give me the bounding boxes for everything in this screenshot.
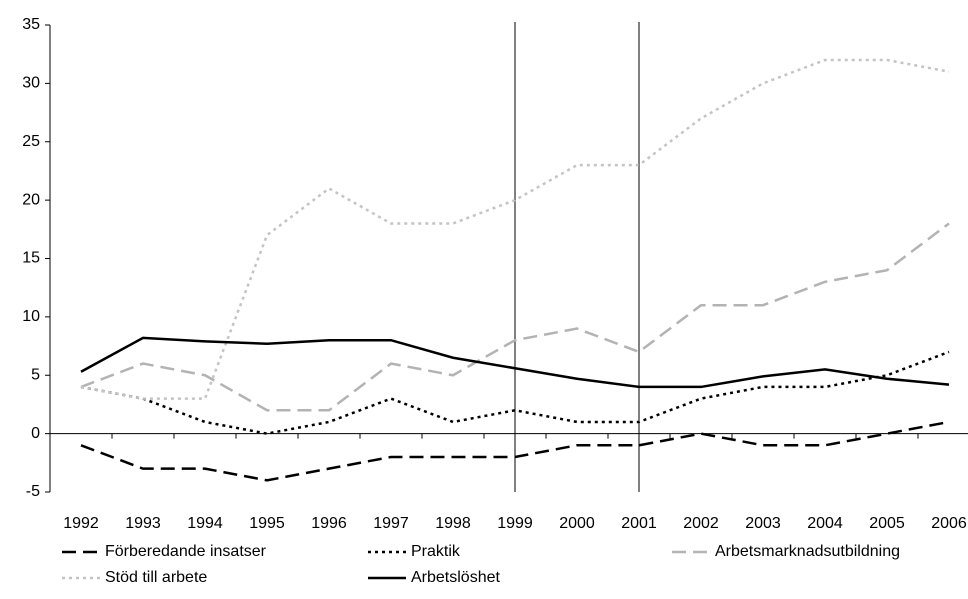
- x-tick-label: 2000: [559, 515, 595, 532]
- x-tick-label: 1996: [311, 515, 347, 532]
- x-tick-label: 1995: [249, 515, 285, 532]
- x-tick-label: 1994: [187, 515, 223, 532]
- series-line: [80, 336, 950, 389]
- y-tick-label: 25: [22, 133, 40, 150]
- y-tick-label: 20: [22, 191, 40, 208]
- x-tick-label: 1992: [63, 515, 99, 532]
- x-tick-label: 1999: [497, 515, 533, 532]
- legend-label: Arbetslöshet: [411, 569, 500, 586]
- series-line: [80, 58, 950, 400]
- y-tick-label: 35: [22, 16, 40, 33]
- x-tick-label: 1997: [373, 515, 409, 532]
- y-tick-label: 10: [22, 308, 40, 325]
- x-tick-label: 2002: [683, 515, 719, 532]
- series-line: [80, 420, 950, 482]
- y-tick-label: -5: [26, 483, 40, 500]
- legend-label: Stöd till arbete: [105, 569, 207, 586]
- x-tick-label: 1998: [435, 515, 471, 532]
- x-tick-label: 1993: [125, 515, 161, 532]
- y-tick-label: 30: [22, 75, 40, 92]
- x-tick-label: 2004: [807, 515, 843, 532]
- series-line: [80, 222, 950, 412]
- legend-label: Förberedande insatser: [105, 543, 267, 560]
- legend-label: Praktik: [411, 543, 461, 560]
- y-tick-label: 5: [31, 366, 40, 383]
- x-tick-label: 2003: [745, 515, 781, 532]
- x-tick-label: 2005: [869, 515, 905, 532]
- legend-label: Arbetsmarknadsutbildning: [715, 543, 900, 560]
- x-tick-label: 2006: [931, 515, 967, 532]
- y-tick-label: 0: [31, 425, 40, 442]
- x-tick-label: 2001: [621, 515, 657, 532]
- y-tick-label: 15: [22, 250, 40, 267]
